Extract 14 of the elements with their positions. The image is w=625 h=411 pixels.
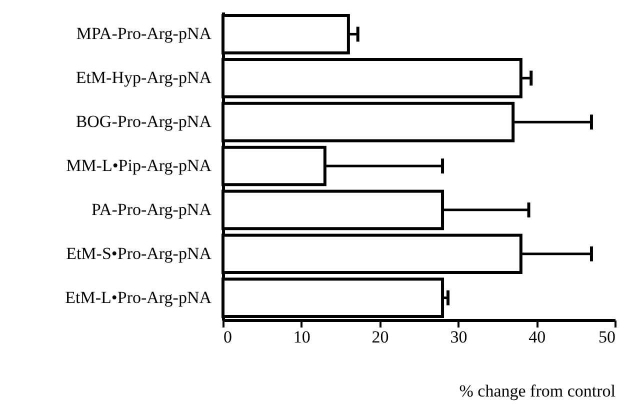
y-tick-label: EtM-L•Pro-Arg-pNA	[65, 288, 212, 307]
x-tick-label: 50	[598, 328, 616, 346]
y-tick-label: PA-Pro-Arg-pNA	[92, 200, 212, 219]
y-tick-label: MM-L•Pip-Arg-pNA	[66, 156, 212, 175]
x-tick-label: 40	[528, 328, 546, 346]
x-tick-label: 30	[450, 328, 468, 346]
y-tick-label: BOG-Pro-Arg-pNA	[76, 112, 212, 132]
x-axis-title: % change from control	[459, 382, 616, 400]
x-tick-label: 10	[293, 328, 310, 346]
y-tick-label: EtM-Hyp-Arg-pNA	[76, 68, 212, 88]
y-tick-label: MPA-Pro-Arg-pNA	[76, 24, 212, 44]
x-tick-label: 0	[224, 328, 232, 346]
y-tick-label: EtM-S•Pro-Arg-pNA	[66, 244, 212, 263]
x-tick-label: 20	[372, 328, 389, 346]
